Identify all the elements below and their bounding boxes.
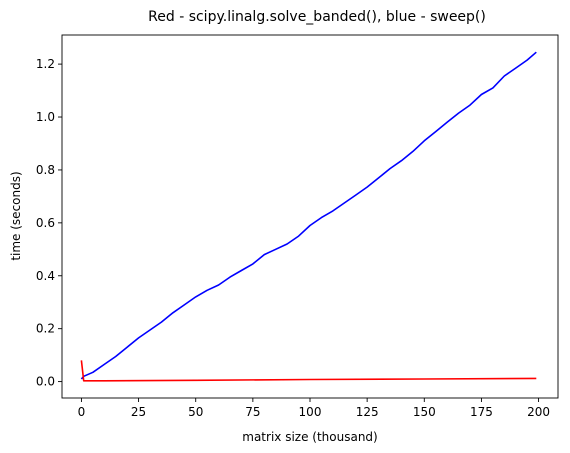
x-tick-label: 50 <box>188 405 203 419</box>
x-tick-label: 175 <box>470 405 493 419</box>
series-line-2 <box>80 360 537 382</box>
y-tick-label: 0.4 <box>36 269 55 283</box>
y-axis-label: time (seconds) <box>9 171 23 260</box>
x-tick-label: 75 <box>245 405 260 419</box>
series-layer <box>80 51 537 382</box>
y-tick-label: 0.8 <box>36 163 55 177</box>
x-axis-label: matrix size (thousand) <box>242 430 377 444</box>
x-tick-label: 0 <box>78 405 86 419</box>
y-tick-label: 0.0 <box>36 375 55 389</box>
x-tick-label: 150 <box>413 405 436 419</box>
x-axis: 0 25 50 75 100 125 150 175 200 <box>78 398 550 419</box>
x-tick-label: 25 <box>131 405 146 419</box>
plot-frame <box>61 34 559 399</box>
y-tick-label: 0.2 <box>36 322 55 336</box>
chart-title: Red - scipy.linalg.solve_banded(), blue … <box>148 9 486 25</box>
y-tick-label: 0.6 <box>36 216 55 230</box>
series-line-1 <box>80 51 537 380</box>
y-tick-label: 1.2 <box>36 57 55 71</box>
y-axis: 0.0 0.2 0.4 0.6 0.8 1.0 1.2 <box>36 57 62 389</box>
x-tick-label: 200 <box>527 405 550 419</box>
y-tick-label: 1.0 <box>36 110 55 124</box>
x-tick-label: 100 <box>299 405 322 419</box>
x-tick-label: 125 <box>356 405 379 419</box>
